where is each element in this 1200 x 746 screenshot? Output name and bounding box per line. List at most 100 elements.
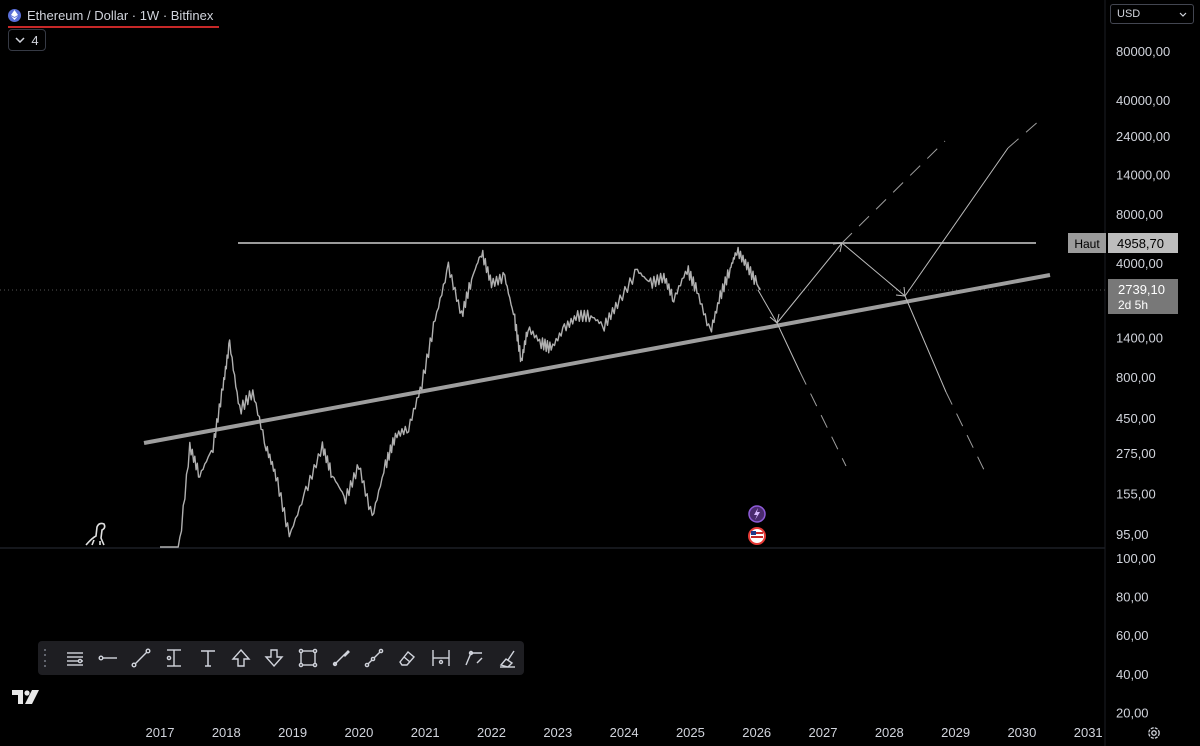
date-range-icon <box>432 650 450 666</box>
projection-dashed[interactable] <box>799 119 1041 479</box>
text-icon <box>200 650 215 667</box>
dashed-projection-up[interactable] <box>1007 119 1041 149</box>
chevron-down-icon <box>1179 12 1187 17</box>
rectangle-icon <box>298 648 317 668</box>
projection-segment[interactable] <box>776 322 801 373</box>
arrow-up-icon <box>231 648 251 667</box>
symbol-title[interactable]: Ethereum / Dollar · 1W · Bitfinex <box>27 7 214 23</box>
time-axis-label: 2020 <box>344 725 373 740</box>
dashed-projection-down[interactable] <box>799 371 847 467</box>
toolbar-grip-icon[interactable] <box>44 649 50 667</box>
time-axis-label: 2023 <box>543 725 572 740</box>
dashed-projection-down[interactable] <box>945 391 989 479</box>
horizontal-ray-button[interactable] <box>91 643 124 673</box>
volume-axis-label: 40,00 <box>1116 667 1149 682</box>
projection-segment[interactable] <box>776 242 843 324</box>
dashed-projection-up[interactable] <box>841 140 946 244</box>
indicators-count: 4 <box>31 32 39 48</box>
time-axis-label: 2021 <box>411 725 440 740</box>
current-price: 2739,10 <box>1118 282 1165 297</box>
time-axis-label: 2018 <box>212 725 241 740</box>
projection-arrows[interactable] <box>757 147 1009 393</box>
time-axis-label: 2028 <box>875 725 904 740</box>
gear-icon[interactable] <box>1146 725 1162 741</box>
haut-label: Haut <box>1074 237 1100 251</box>
lines-tool-button[interactable] <box>58 643 91 673</box>
volume-axis-label: 20,00 <box>1116 705 1149 720</box>
price-axis-label: 450,00 <box>1116 411 1156 426</box>
price-axis-label: 24000,00 <box>1116 129 1170 144</box>
price-axis-label: 40000,00 <box>1116 93 1170 108</box>
lines-icon <box>66 652 83 666</box>
time-axis-label: 2029 <box>941 725 970 740</box>
price-axis-label: 80000,00 <box>1116 44 1170 59</box>
price-range-button[interactable] <box>158 643 191 673</box>
volume-axis-label: 100,00 <box>1116 551 1156 566</box>
arrowhead <box>769 313 780 324</box>
date-range-button[interactable] <box>424 643 457 673</box>
brush-button[interactable] <box>324 643 357 673</box>
cleanup-icon <box>500 650 516 668</box>
pattern-icon <box>465 650 483 666</box>
arrow-up-button[interactable] <box>224 643 257 673</box>
price-axis-label: 8000,00 <box>1116 207 1163 222</box>
text-tool-button[interactable] <box>191 643 224 673</box>
time-axis-label: 2030 <box>1007 725 1036 740</box>
time-axis[interactable]: 2017 2018 2019 2020 2021 2022 2023 2024 2025 2026… <box>146 725 1103 740</box>
tradingview-logo-icon[interactable] <box>12 690 40 706</box>
time-axis-label: 2022 <box>477 725 506 740</box>
drawings-layer[interactable] <box>143 119 1051 479</box>
brush-icon <box>332 650 350 667</box>
time-axis-label: 2017 <box>146 725 175 740</box>
haut-price: 4958,70 <box>1117 236 1164 251</box>
time-axis-label: 2024 <box>610 725 639 740</box>
projection-segment[interactable] <box>904 147 1009 297</box>
cleanup-button[interactable] <box>491 643 524 673</box>
price-axis-label: 95,00 <box>1116 527 1149 542</box>
trend-line-button[interactable] <box>124 643 157 673</box>
time-axis-label: 2027 <box>809 725 838 740</box>
chevron-down-icon <box>15 37 25 43</box>
projection-segment[interactable] <box>904 295 947 393</box>
price-axis-label: 4000,00 <box>1116 256 1163 271</box>
pattern-button[interactable] <box>457 643 490 673</box>
arrow-down-icon <box>264 649 284 668</box>
drawing-toolbar[interactable] <box>38 641 524 675</box>
time-axis-label: 2031 <box>1074 725 1103 740</box>
price-axis-label: 14000,00 <box>1116 167 1170 182</box>
price-axis-label: 800,00 <box>1116 370 1156 385</box>
currency-select[interactable]: USD <box>1110 4 1194 24</box>
arrowhead <box>895 286 906 297</box>
eraser-button[interactable] <box>391 643 424 673</box>
indicators-toggle-button[interactable]: 4 <box>8 29 46 51</box>
currency-value: USD <box>1117 8 1141 20</box>
path-icon <box>364 648 384 668</box>
support-trendline[interactable] <box>143 273 1051 445</box>
price-axis-label: 155,00 <box>1116 487 1156 502</box>
countdown: 2d 5h <box>1118 298 1148 312</box>
projection-segment[interactable] <box>841 242 906 297</box>
symbol-legend[interactable]: Ethereum / Dollar · 1W · Bitfinex <box>8 4 220 28</box>
rectangle-button[interactable] <box>291 643 324 673</box>
time-axis-label: 2025 <box>676 725 705 740</box>
price-series[interactable] <box>160 246 761 548</box>
path-button[interactable] <box>358 643 391 673</box>
trend-line-icon <box>131 648 151 668</box>
volume-axis-label: 60,00 <box>1116 628 1149 643</box>
time-axis-label: 2019 <box>278 725 307 740</box>
current-price-box <box>1108 279 1178 314</box>
time-axis-label: 2026 <box>742 725 771 740</box>
dino-icon[interactable] <box>85 522 106 546</box>
flash-event-icon[interactable] <box>748 505 766 523</box>
haut-label-box <box>1068 233 1106 253</box>
us-flag-event-icon[interactable] <box>748 527 766 545</box>
volume-axis-label: 80,00 <box>1116 590 1149 605</box>
ethereum-icon <box>8 8 21 22</box>
arrow-down-button[interactable] <box>258 643 291 673</box>
haut-price-box <box>1108 233 1178 253</box>
price-axis-label: 1400,00 <box>1116 331 1163 346</box>
price-axis[interactable]: 80000,00 40000,00 24000,00 14000,00 8000,00 4… <box>1116 44 1170 542</box>
projection-segment[interactable] <box>757 289 778 324</box>
volume-axis[interactable]: 100,00 80,00 60,00 40,00 20,00 <box>1116 551 1156 720</box>
